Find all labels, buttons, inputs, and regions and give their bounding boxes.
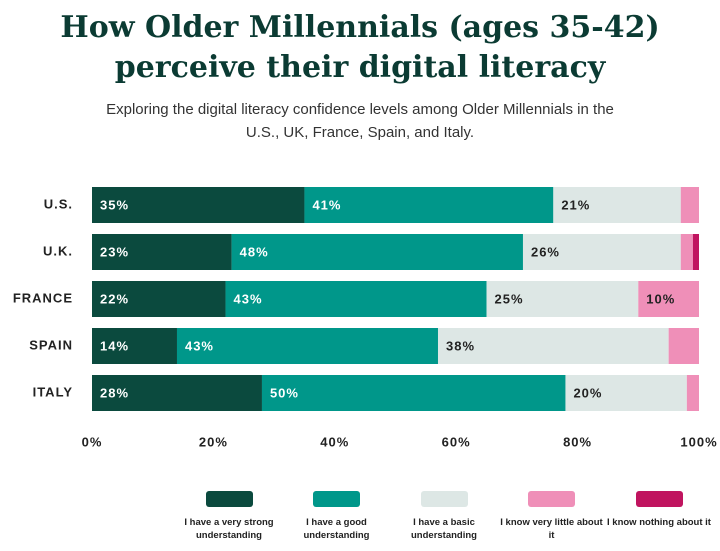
y-tick-label: U.K. — [43, 243, 73, 258]
value-label: 38% — [446, 338, 475, 353]
bar-segment — [92, 234, 232, 270]
bar-segment — [686, 375, 699, 411]
bar-segment — [680, 234, 693, 270]
legend-label: I have a good understanding — [303, 517, 370, 541]
value-label: 50% — [270, 385, 299, 400]
bar-segment — [680, 187, 699, 223]
legend-label: I have a basic understanding — [411, 517, 477, 541]
bar-segment — [565, 375, 687, 411]
bar-segment — [176, 328, 438, 364]
x-tick-label: 100% — [680, 434, 717, 449]
y-tick-label: FRANCE — [13, 290, 73, 305]
value-label: 43% — [234, 291, 263, 306]
legend-swatch — [420, 491, 468, 507]
legend-label: I know very little about it — [500, 517, 603, 541]
value-label: 10% — [646, 291, 675, 306]
x-tick-label: 20% — [199, 434, 228, 449]
value-label: 14% — [100, 338, 129, 353]
legend-swatch — [205, 491, 253, 507]
bar-segment — [231, 234, 523, 270]
value-label: 41% — [312, 197, 341, 212]
bar-segment — [92, 281, 226, 317]
value-label: 25% — [495, 291, 524, 306]
bar-segment — [92, 375, 262, 411]
x-tick-label: 40% — [320, 434, 349, 449]
bar-segment — [692, 234, 699, 270]
value-label: 35% — [100, 197, 129, 212]
bar-segment — [92, 187, 305, 223]
legend-label: I have a very strong understanding — [184, 517, 274, 541]
bar-segment — [92, 328, 177, 364]
value-label: 21% — [561, 197, 590, 212]
y-tick-label: SPAIN — [29, 337, 73, 352]
chart-title: How Older Millennials (ages 35-42) perce… — [60, 10, 660, 85]
bar-segment — [522, 234, 681, 270]
value-label: 43% — [185, 338, 214, 353]
x-tick-label: 80% — [563, 434, 592, 449]
bar-segment — [437, 328, 669, 364]
bar-segment — [668, 328, 699, 364]
value-label: 22% — [100, 291, 129, 306]
value-label: 28% — [100, 385, 129, 400]
bar-segment — [304, 187, 554, 223]
value-label: 23% — [100, 244, 129, 259]
bar-segment — [553, 187, 681, 223]
value-label: 26% — [531, 244, 560, 259]
legend-swatch — [635, 491, 683, 507]
y-tick-label: U.S. — [44, 196, 73, 211]
value-label: 20% — [573, 385, 602, 400]
bar-segment — [225, 281, 487, 317]
x-tick-label: 60% — [442, 434, 471, 449]
x-tick-label: 0% — [82, 434, 103, 449]
value-label: 48% — [240, 244, 269, 259]
legend-label: I know nothing about it — [607, 517, 711, 528]
bar-segment — [638, 281, 699, 317]
y-tick-label: ITALY — [33, 384, 73, 399]
bar-segment — [261, 375, 566, 411]
legend-swatch — [528, 491, 575, 507]
chart-subtitle: Exploring the digital literacy confidenc… — [106, 101, 614, 141]
bar-segment — [486, 281, 639, 317]
legend-swatch — [313, 491, 360, 507]
